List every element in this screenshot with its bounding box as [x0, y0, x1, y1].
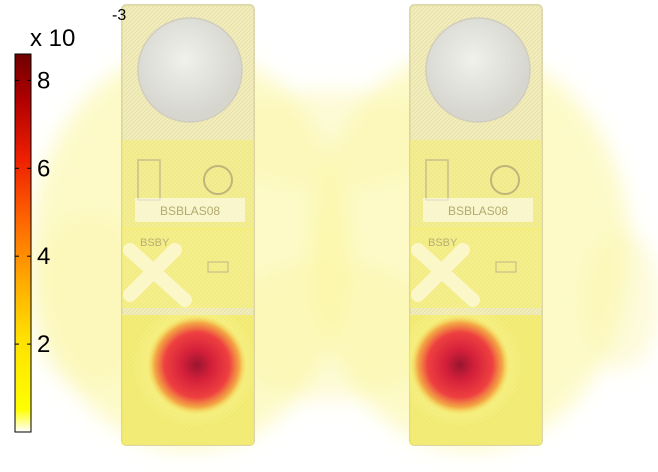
colorbar-strip	[14, 53, 32, 433]
top-cap-icon	[137, 17, 243, 123]
colorbar-tick-label: 6	[37, 155, 50, 182]
colorbar-ticks: 8 6 4 2	[15, 67, 50, 358]
hotspot-icon	[147, 315, 247, 415]
cross-mark-icon	[411, 243, 480, 307]
knob-icon	[490, 165, 520, 195]
colorbar-tick-label: 4	[37, 243, 50, 270]
knob-icon	[203, 165, 233, 195]
colorbar-tick-label: 2	[37, 331, 50, 358]
device-label-top: BSBLAS08	[160, 204, 220, 218]
colorbar: 8 6 4 2	[14, 53, 50, 433]
device-label-bottom: BSBY	[428, 237, 458, 249]
colorbar-exponent: -3	[112, 7, 127, 24]
right-device: BSBLAS08 BSBY	[398, 4, 543, 446]
device-label-bottom: BSBY	[140, 237, 170, 249]
cross-mark-icon	[123, 243, 192, 307]
left-device: BSBLAS08 BSBY	[121, 4, 257, 446]
top-cap-icon	[425, 17, 531, 123]
colorbar-tick-label: 8	[37, 67, 50, 94]
colorbar-multiplier: x 10	[30, 25, 76, 52]
device-label-top: BSBLAS08	[448, 204, 508, 218]
hotspot-icon	[410, 315, 510, 415]
